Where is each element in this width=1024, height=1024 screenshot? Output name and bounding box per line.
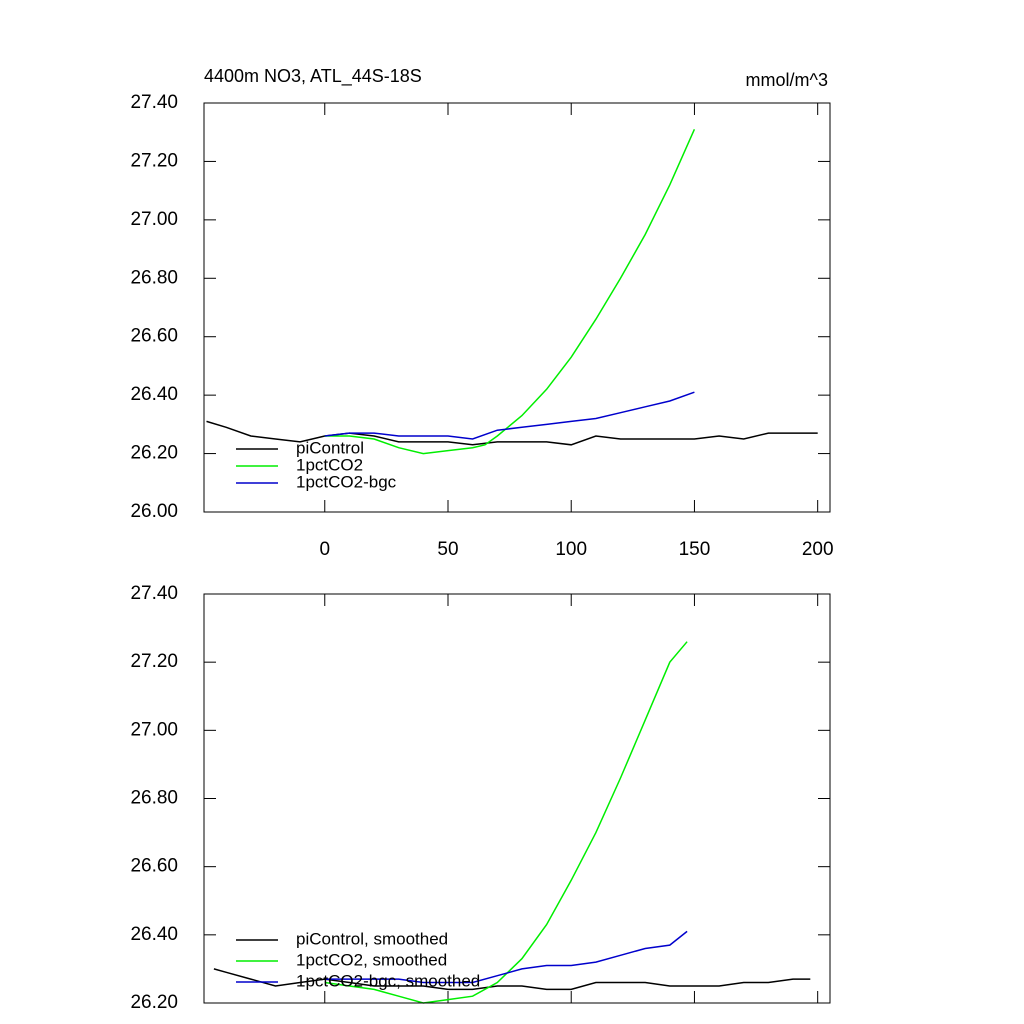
y-tick-label: 26.40 bbox=[130, 924, 178, 945]
legend-label: piControl, smoothed bbox=[296, 929, 448, 948]
chart-title: 4400m NO3, ATL_44S-18S bbox=[204, 66, 422, 87]
series-line bbox=[324, 930, 688, 984]
x-tick-label: 50 bbox=[437, 539, 458, 560]
plot-frame bbox=[203, 593, 831, 1004]
series-line bbox=[324, 641, 688, 1004]
y-tick-label: 27.40 bbox=[130, 583, 178, 604]
x-tick-label: 200 bbox=[802, 539, 834, 560]
legend-label: 1pctCO2-bgc bbox=[296, 472, 397, 491]
y-tick-label: 26.20 bbox=[130, 992, 178, 1013]
y-tick-label: 27.20 bbox=[130, 150, 178, 171]
series-line bbox=[213, 968, 811, 991]
legend-label: 1pctCO2-bgc, smoothed bbox=[296, 971, 480, 990]
legend-label: 1pctCO2, smoothed bbox=[296, 950, 447, 969]
x-tick-label: 150 bbox=[679, 539, 711, 560]
y-tick-label: 27.00 bbox=[130, 209, 178, 230]
y-tick-label: 26.60 bbox=[130, 326, 178, 347]
y-tick-label: 27.40 bbox=[130, 92, 178, 113]
plot: 4400m NO3, ATL_44S-18S mmol/m^3 26.00 26.20… bbox=[130, 66, 833, 560]
series-line bbox=[206, 420, 818, 446]
x-tick-label: 0 bbox=[319, 539, 330, 560]
series-line bbox=[324, 391, 695, 440]
plot: 26.20 26.40 26.60 26.80 27.00 27.20 27.40 piCon… bbox=[130, 583, 831, 1013]
plot-frame bbox=[203, 102, 831, 513]
y-tick-label: 26.80 bbox=[130, 267, 178, 288]
legend-label: 1pctCO2 bbox=[296, 455, 363, 474]
x-tick-label: 100 bbox=[555, 539, 587, 560]
y-tick-label: 26.40 bbox=[130, 384, 178, 405]
y-tick-label: 26.80 bbox=[130, 788, 178, 809]
y-tick-label: 26.00 bbox=[130, 501, 178, 522]
legend-label: piControl bbox=[296, 438, 364, 457]
y-tick-label: 27.20 bbox=[130, 651, 178, 672]
y-tick-label: 26.60 bbox=[130, 856, 178, 877]
y-tick-label: 27.00 bbox=[130, 719, 178, 740]
units-label: mmol/m^3 bbox=[746, 70, 828, 90]
y-tick-label: 26.20 bbox=[130, 443, 178, 464]
series-line bbox=[324, 128, 696, 455]
